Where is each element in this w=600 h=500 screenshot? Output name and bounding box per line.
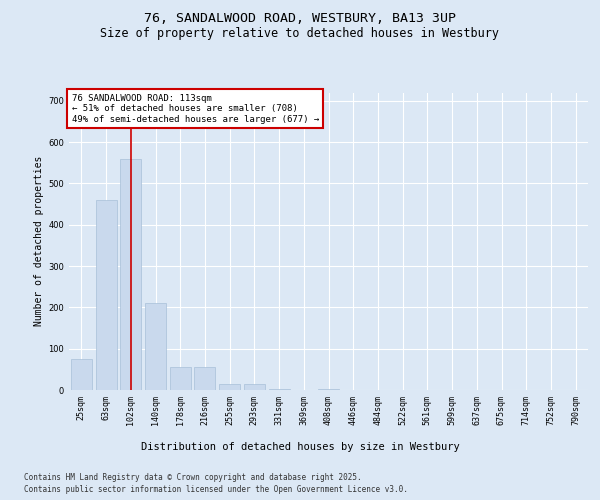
Bar [269,389,290,390]
Bar [219,384,240,390]
Text: Distribution of detached houses by size in Westbury: Distribution of detached houses by size … [140,442,460,452]
Bar [145,303,166,390]
Y-axis label: Number of detached properties: Number of detached properties [34,156,44,326]
Bar [318,389,339,390]
Bar [71,359,92,390]
Text: 76 SANDALWOOD ROAD: 113sqm
← 51% of detached houses are smaller (708)
49% of sem: 76 SANDALWOOD ROAD: 113sqm ← 51% of deta… [71,94,319,124]
Text: Contains HM Land Registry data © Crown copyright and database right 2025.: Contains HM Land Registry data © Crown c… [24,472,362,482]
Text: Size of property relative to detached houses in Westbury: Size of property relative to detached ho… [101,28,499,40]
Bar [170,368,191,390]
Bar [95,200,116,390]
Bar [120,158,141,390]
Bar [244,384,265,390]
Text: Contains public sector information licensed under the Open Government Licence v3: Contains public sector information licen… [24,485,408,494]
Bar [194,368,215,390]
Text: 76, SANDALWOOD ROAD, WESTBURY, BA13 3UP: 76, SANDALWOOD ROAD, WESTBURY, BA13 3UP [144,12,456,26]
